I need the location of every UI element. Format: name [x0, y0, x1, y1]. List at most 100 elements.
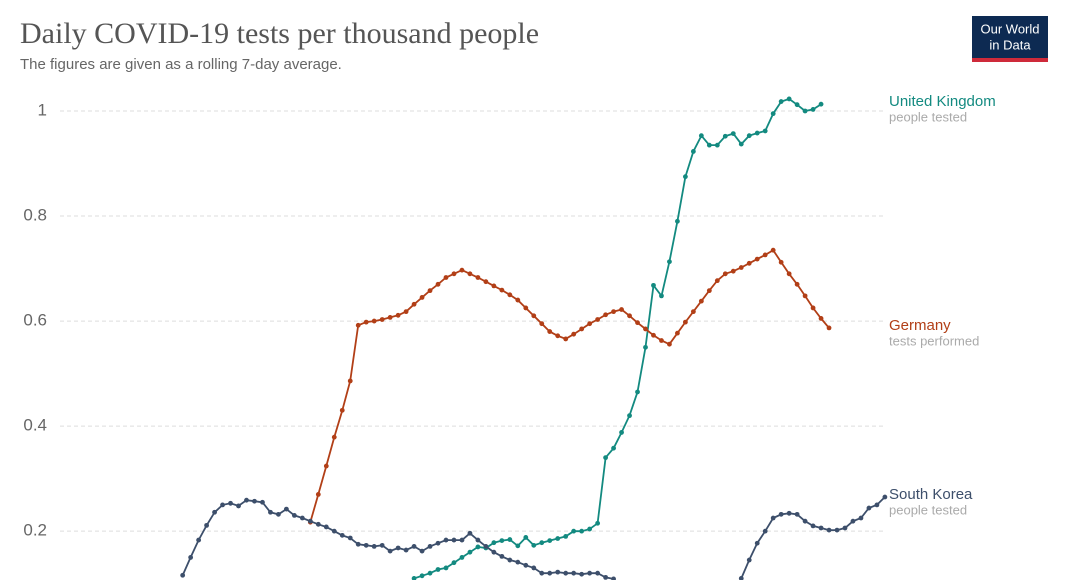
data-point [555, 333, 561, 339]
data-point [850, 518, 856, 524]
data-point [706, 288, 712, 294]
data-point [802, 293, 808, 299]
data-point [794, 511, 800, 517]
data-point [419, 295, 425, 300]
data-point [323, 463, 329, 469]
data-point [236, 503, 241, 509]
data-point [507, 292, 513, 298]
data-point [411, 576, 417, 580]
data-point [738, 141, 744, 147]
data-point [347, 378, 353, 384]
data-point [419, 573, 425, 579]
data-point [363, 319, 369, 325]
data-point [603, 312, 608, 318]
data-point [459, 537, 465, 543]
data-point [810, 305, 816, 311]
data-point [467, 271, 473, 277]
data-point [531, 542, 537, 548]
data-point [762, 128, 768, 134]
data-point [563, 336, 569, 342]
data-point [547, 329, 553, 334]
data-point [563, 534, 569, 539]
data-point [331, 528, 337, 534]
data-point [643, 344, 648, 350]
data-point [539, 540, 545, 546]
data-point [818, 101, 824, 107]
data-point [778, 259, 784, 265]
series-annotation: tests performed [889, 333, 979, 348]
data-point [427, 288, 433, 294]
data-point [683, 174, 688, 180]
data-point [722, 133, 728, 139]
series-annotation: people tested [889, 110, 967, 125]
data-point [507, 557, 513, 563]
series-annotation: people tested [889, 502, 967, 517]
data-point [714, 278, 720, 284]
data-point [770, 247, 776, 253]
data-point [435, 281, 441, 287]
data-point [403, 309, 409, 315]
data-point [866, 505, 872, 511]
data-point [595, 520, 601, 526]
data-point [515, 543, 521, 549]
data-point [323, 524, 329, 530]
data-point [188, 555, 194, 560]
data-point [722, 271, 728, 277]
data-point [491, 549, 497, 555]
data-point [475, 537, 481, 543]
data-point [523, 305, 529, 311]
data-point [778, 511, 784, 517]
data-point [611, 445, 616, 451]
data-point [882, 494, 888, 500]
plot [180, 96, 888, 580]
data-point [204, 522, 210, 528]
data-point [443, 565, 449, 571]
data-point [427, 570, 433, 576]
data-point [770, 111, 776, 117]
data-point [291, 513, 297, 518]
data-point [515, 559, 521, 565]
logo-box [972, 16, 1048, 58]
data-point [587, 526, 593, 532]
data-point [180, 572, 186, 578]
data-point [196, 537, 202, 543]
y-tick-label: 0.2 [23, 521, 47, 540]
data-point [355, 322, 361, 328]
y-tick-label: 0.6 [23, 311, 47, 330]
data-point [260, 499, 265, 505]
data-point [690, 309, 696, 315]
data-point [499, 553, 505, 559]
data-point [746, 557, 752, 563]
data-point [571, 331, 577, 337]
data-point [212, 509, 217, 515]
data-point [587, 570, 593, 576]
data-point [483, 279, 489, 285]
data-point [802, 518, 808, 524]
data-point [802, 108, 808, 114]
data-point [874, 502, 880, 508]
data-point [315, 521, 321, 527]
data-point [746, 133, 752, 139]
data-point [387, 315, 393, 320]
data-point [547, 570, 553, 576]
data-point [595, 570, 601, 576]
chart-title: Daily COVID-19 tests per thousand people [20, 17, 539, 50]
data-point [738, 265, 744, 270]
data-point [244, 497, 249, 503]
data-point [667, 259, 672, 265]
data-point [571, 570, 577, 576]
data-point [794, 102, 800, 108]
data-point [635, 320, 640, 326]
data-point [587, 321, 593, 327]
data-point [571, 528, 577, 534]
y-tick-label: 0.8 [23, 206, 47, 225]
data-point [834, 527, 840, 533]
data-point [315, 491, 321, 497]
data-point [252, 498, 257, 504]
data-point [483, 543, 489, 549]
data-point [698, 133, 704, 139]
logo: Our World in Data [972, 16, 1048, 62]
series-label: Germany [889, 317, 951, 334]
data-point [467, 530, 473, 536]
